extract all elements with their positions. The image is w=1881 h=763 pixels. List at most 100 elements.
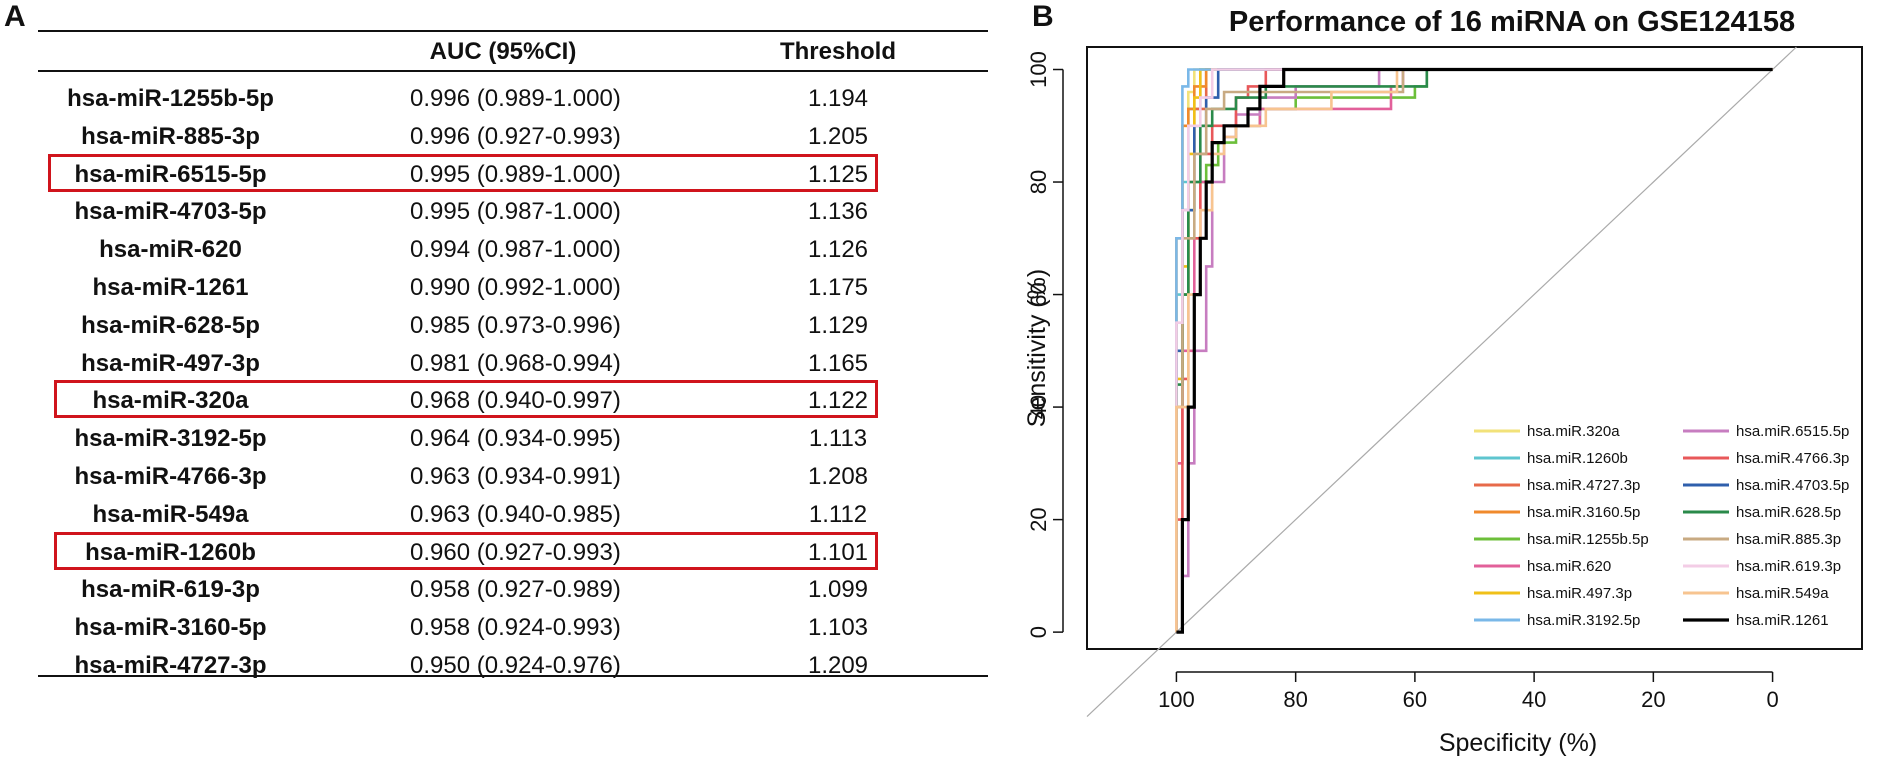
table-cell-auc: 0.994 (0.987-1.000) <box>410 236 621 264</box>
table-cell-threshold: 1.129 <box>807 311 869 339</box>
legend-label: hsa.miR.497.3p <box>1527 585 1632 602</box>
table-cell-mirna: hsa-miR-628-5p <box>81 311 260 339</box>
table-cell-threshold: 1.112 <box>808 500 868 528</box>
table-cell-auc: 0.958 (0.927-0.989) <box>410 576 621 604</box>
table-cell-auc: 0.996 (0.989-1.000) <box>410 85 621 112</box>
x-tick-label: 80 <box>1283 687 1307 712</box>
highlight-box <box>48 153 878 192</box>
roc-curve-hsa-miR-549a <box>1175 68 1773 633</box>
table-cell-threshold: 1.209 <box>807 652 869 679</box>
legend-label: hsa.miR.6515.5p <box>1736 423 1849 440</box>
table-cell-threshold: 1.101 <box>807 538 869 566</box>
chart-title: Performance of 16 miRNA on GSE124158 <box>1229 6 1795 38</box>
legend-label: hsa.miR.549a <box>1736 585 1829 602</box>
axes-group: 100 80 60 40 20 0 0 20 40 60 80 100 <box>1026 51 1779 712</box>
table-row: hsa-miR-1255b-5p 0.996 (0.989-1.000) 1.194 <box>38 80 988 118</box>
highlight-box <box>54 380 878 419</box>
table-cell-threshold: 1.099 <box>807 576 869 604</box>
x-tick-label: 40 <box>1522 687 1546 712</box>
table-cell-auc: 0.958 (0.924-0.993) <box>410 614 621 642</box>
table-cell-threshold: 1.136 <box>807 198 869 226</box>
table-header-threshold: Threshold <box>779 38 896 65</box>
auc-table: AUC (95%CI) Threshold hsa-miR-1255b-5p 0.… <box>38 30 988 680</box>
table-bottom-rule <box>38 675 988 677</box>
table-cell-mirna: hsa-miR-3160-5p <box>74 614 267 642</box>
table-row: hsa-miR-3160-5p 0.958 (0.924-0.993) 1.103 <box>38 609 988 647</box>
table-cell-auc: 0.985 (0.973-0.996) <box>410 311 621 339</box>
y-tick-label: 0 <box>1026 626 1051 638</box>
y-tick-label: 80 <box>1026 170 1051 194</box>
table-row: hsa-miR-1260b 0.960 (0.927-0.993) 1.101 <box>38 534 988 572</box>
legend-label: hsa.miR.619.3p <box>1736 558 1841 575</box>
table-row: hsa-miR-1261 0.990 (0.992-1.000) 1.175 <box>38 269 988 307</box>
table-cell-mirna: hsa-miR-497-3p <box>81 349 260 377</box>
table-cell-mirna: hsa-miR-3192-5p <box>74 425 267 453</box>
y-tick-label: 20 <box>1026 507 1051 531</box>
table-cell-threshold: 1.205 <box>807 122 869 150</box>
table-cell-auc: 0.995 (0.989-1.000) <box>410 160 621 188</box>
table-cell-threshold: 1.194 <box>807 85 869 112</box>
legend-label: hsa.miR.885.3p <box>1736 531 1841 548</box>
table-cell-auc: 0.996 (0.927-0.993) <box>410 122 621 150</box>
legend-label: hsa.miR.3160.5p <box>1527 504 1640 521</box>
table-cell-mirna: hsa-miR-4727-3p <box>74 652 267 679</box>
roc-curve-hsa-miR-3192-5p <box>1175 68 1773 633</box>
table-cell-threshold: 1.165 <box>807 349 869 377</box>
table-cell-mirna: hsa-miR-1255b-5p <box>67 85 274 112</box>
table-row: hsa-miR-4727-3p 0.950 (0.924-0.976) 1.209 <box>38 647 988 685</box>
x-tick-label: 60 <box>1403 687 1427 712</box>
legend-label: hsa.miR.620 <box>1527 558 1611 575</box>
table-cell-auc: 0.963 (0.934-0.991) <box>410 463 621 490</box>
y-tick-label: 40 <box>1026 395 1051 419</box>
table-cell-auc: 0.964 (0.934-0.995) <box>410 425 621 453</box>
table-cell-mirna: hsa-miR-4703-5p <box>74 198 267 226</box>
roc-curve-hsa-miR-1261 <box>1176 67 1773 634</box>
table-cell-mirna: hsa-miR-1261 <box>92 274 249 301</box>
y-tick-label: 60 <box>1026 282 1051 306</box>
table-row: hsa-miR-320a 0.968 (0.940-0.997) 1.122 <box>38 382 988 420</box>
x-tick-label: 0 <box>1766 687 1778 712</box>
table-cell-threshold: 1.175 <box>807 274 869 301</box>
table-cell-mirna: hsa-miR-320a <box>92 387 249 415</box>
legend-label: hsa.miR.1261 <box>1736 612 1829 629</box>
table-cell-auc: 0.981 (0.968-0.994) <box>410 349 621 377</box>
table-row: hsa-miR-4703-5p 0.995 (0.987-1.000) 1.136 <box>38 193 988 231</box>
table-cell-auc: 0.963 (0.940-0.985) <box>410 500 621 528</box>
table-cell-auc: 0.960 (0.927-0.993) <box>410 538 621 566</box>
legend-label: hsa.miR.4766.3p <box>1736 450 1849 467</box>
legend-label: hsa.miR.1260b <box>1527 450 1628 467</box>
legend-label: hsa.miR.4727.3p <box>1527 477 1640 494</box>
panel-label-b: B <box>1032 0 1054 33</box>
x-axis-label: Specificity (%) <box>1439 729 1597 757</box>
table-cell-mirna: hsa-miR-1260b <box>85 538 256 566</box>
roc-series-group <box>1175 67 1773 634</box>
table-cell-mirna: hsa-miR-885-3p <box>81 122 260 150</box>
table-cell-mirna: hsa-miR-620 <box>99 236 242 264</box>
table-cell-threshold: 1.113 <box>808 425 868 453</box>
roc-curve-hsa-miR-619-3p <box>1175 68 1773 633</box>
legend-label: hsa.miR.1255b.5p <box>1527 531 1649 548</box>
table-cell-mirna: hsa-miR-4766-3p <box>74 463 267 490</box>
table-cell-threshold: 1.126 <box>807 236 869 264</box>
table-cell-auc: 0.950 (0.924-0.976) <box>410 652 621 679</box>
legend-label: hsa.miR.628.5p <box>1736 504 1841 521</box>
legend-label: hsa.miR.3192.5p <box>1527 612 1640 629</box>
table-row: hsa-miR-6515-5p 0.995 (0.989-1.000) 1.125 <box>38 156 988 194</box>
table-header-rule <box>38 70 988 72</box>
table-top-rule <box>38 30 988 32</box>
table-header-auc: AUC (95%CI) <box>429 38 577 65</box>
table-row: hsa-miR-549a 0.963 (0.940-0.985) 1.112 <box>38 496 988 534</box>
table-row: hsa-miR-3192-5p 0.964 (0.934-0.995) 1.113 <box>38 420 988 458</box>
table-cell-threshold: 1.208 <box>807 463 869 490</box>
table-row: hsa-miR-885-3p 0.996 (0.927-0.993) 1.205 <box>38 118 988 156</box>
table-row: hsa-miR-497-3p 0.981 (0.968-0.994) 1.165 <box>38 345 988 383</box>
y-axis-label: Sensitivity (%) <box>1023 269 1051 427</box>
table-cell-threshold: 1.122 <box>807 387 869 415</box>
y-tick-label: 100 <box>1026 51 1051 88</box>
plot-frame <box>1086 46 1863 650</box>
panel-label-a: A <box>4 0 26 33</box>
table-cell-auc: 0.968 (0.940-0.997) <box>410 387 621 415</box>
legend-label: hsa.miR.320a <box>1527 423 1620 440</box>
highlight-box <box>54 531 878 570</box>
